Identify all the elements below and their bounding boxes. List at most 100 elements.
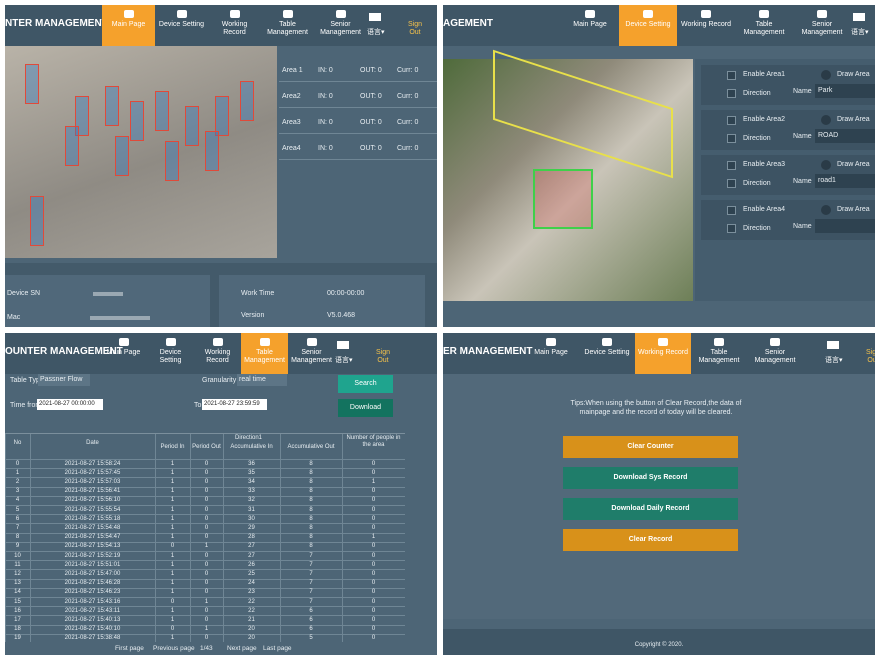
checkbox[interactable] (727, 116, 736, 125)
checkbox[interactable] (727, 206, 736, 215)
pagination-item[interactable]: First page (115, 645, 144, 652)
column-rule (5, 434, 6, 642)
nav-tab[interactable]: Main Page (100, 333, 147, 374)
row-rule (5, 633, 405, 635)
checkbox[interactable] (727, 224, 736, 233)
nav-tab[interactable]: Senior Management (288, 333, 335, 374)
table-cell: 2021-08-27 15:54:47 (64, 534, 121, 541)
table-cell: 1 (170, 524, 175, 531)
nav-tab[interactable]: Device Setting (579, 333, 635, 374)
toggle[interactable] (821, 205, 831, 215)
name-input[interactable]: road1 (815, 174, 875, 188)
action-button[interactable]: Clear Record (563, 529, 738, 551)
column-header: Number of people in the area (346, 435, 401, 448)
time-from-input[interactable]: 2021-08-27 00:00:00 (37, 399, 103, 410)
toggle[interactable] (821, 70, 831, 80)
area-group: Enable Area4 Draw Area Direction Name (701, 200, 875, 240)
time-to-input[interactable]: 2021-08-27 23:59:59 (202, 399, 267, 410)
area-field: IN: 0 (318, 67, 333, 74)
row-rule (5, 495, 405, 497)
nav-tab[interactable]: Main Page (561, 5, 619, 46)
nav-tab[interactable]: Working Record (677, 5, 735, 46)
nav-icon (701, 10, 711, 18)
language[interactable]: 语言▾ (825, 357, 843, 364)
table-cell: 0 (371, 626, 376, 633)
camera-view (5, 46, 277, 258)
nav-label: Senior Management (291, 349, 332, 364)
brand: NTER MANAGEMENT (5, 18, 108, 29)
nav-tab[interactable]: Senior Management (314, 5, 367, 46)
enable-label: Enable Area1 (743, 71, 786, 78)
direction-label: Direction (743, 225, 771, 232)
pagination-item[interactable]: Last page (263, 645, 292, 652)
nav-tab[interactable]: Device Setting (147, 333, 194, 374)
name-label: Name (793, 223, 812, 230)
table-cell: 0 (371, 607, 376, 614)
checkbox[interactable] (727, 179, 736, 188)
nav-tab[interactable]: Senior Management (793, 5, 851, 46)
name-input[interactable] (815, 219, 875, 233)
nav-icon (259, 338, 270, 346)
granularity-select[interactable]: real time (237, 374, 287, 386)
nav-icon (123, 10, 134, 18)
table-cell: 0 (371, 561, 376, 568)
table-cell: 10 (14, 552, 21, 559)
camera-view (443, 49, 693, 301)
lang-icon (369, 13, 381, 21)
nav-tab[interactable]: Main Page (102, 5, 155, 46)
table-cell: 27 (248, 552, 255, 559)
table-cell: 8 (309, 497, 313, 504)
pagination-item[interactable]: Next page (227, 645, 257, 652)
table-cell: 1 (170, 580, 175, 587)
area-row: Area2 IN: 0 OUT: 0 Curr: 0 (279, 86, 437, 108)
toggle[interactable] (821, 115, 831, 125)
checkbox[interactable] (727, 71, 736, 80)
nav-tab[interactable]: Table Management (691, 333, 747, 374)
person-box (185, 106, 199, 146)
draw-label: Draw Area (837, 71, 870, 78)
table-cell: 2021-08-27 15:55:54 (64, 506, 121, 513)
sign-out[interactable]: Sign Out (865, 349, 875, 364)
nav-tab[interactable]: Main Page (523, 333, 579, 374)
language[interactable]: 语言▾ (851, 29, 869, 36)
sign-out[interactable]: Sign Out (407, 21, 422, 36)
table-cell: 31 (248, 506, 255, 513)
table-type-select[interactable]: Passner Flow (38, 374, 90, 386)
checkbox[interactable] (727, 161, 736, 170)
search-button[interactable]: Search (338, 375, 393, 393)
nav-tab[interactable]: Working Record (194, 333, 241, 374)
nav-tab[interactable]: Table Management (735, 5, 793, 46)
checkbox[interactable] (727, 89, 736, 98)
action-button[interactable]: Download Sys Record (563, 467, 738, 489)
nav-tab[interactable]: Working Record (635, 333, 691, 374)
language[interactable]: 语言▾ (335, 357, 353, 364)
enable-label: Enable Area2 (743, 116, 786, 123)
nav-tab[interactable]: Device Setting (619, 5, 677, 46)
name-label: Name (793, 88, 812, 95)
nav-label: Device Setting (158, 21, 205, 28)
table-cell: 1 (170, 534, 175, 541)
pagination-item: 1/43 (200, 645, 213, 652)
name-input[interactable]: Park (815, 84, 875, 98)
table-cell: 17 (14, 616, 21, 623)
checkbox[interactable] (727, 134, 736, 143)
language[interactable]: 语言▾ (367, 29, 385, 36)
column-header: Accumulative Out (287, 444, 335, 450)
nav-tab[interactable]: Working Record (208, 5, 261, 46)
action-button[interactable]: Clear Counter (563, 436, 738, 458)
table-cell: 1 (170, 589, 175, 596)
download-button[interactable]: Download (338, 399, 393, 417)
toggle[interactable] (821, 160, 831, 170)
nav-label: Senior Management (801, 21, 843, 36)
name-input[interactable]: ROAD (815, 129, 875, 143)
nav-tab[interactable]: Device Setting (155, 5, 208, 46)
nav-tab[interactable]: Table Management (241, 333, 288, 374)
sign-out[interactable]: Sign Out (375, 349, 390, 364)
table-cell: 0 (204, 506, 209, 513)
nav-tab[interactable]: Table Management (261, 5, 314, 46)
row-rule (5, 477, 405, 479)
pagination-item[interactable]: Previous page (153, 645, 195, 652)
row-rule (5, 615, 405, 617)
nav-tab[interactable]: Senior Management (747, 333, 803, 374)
action-button[interactable]: Download Daily Record (563, 498, 738, 520)
